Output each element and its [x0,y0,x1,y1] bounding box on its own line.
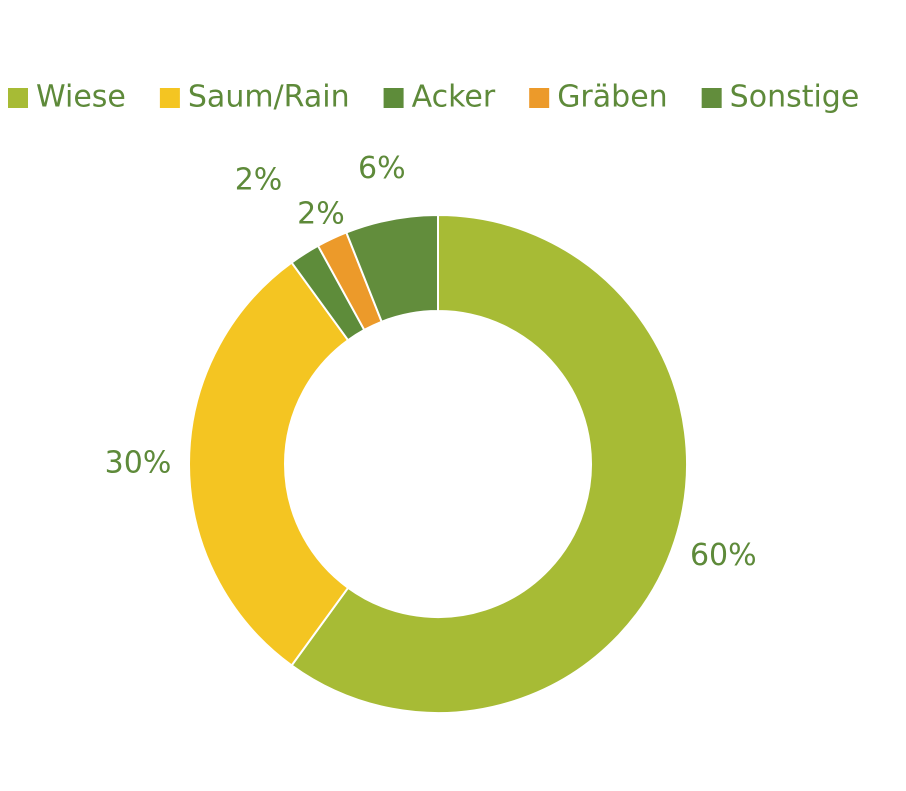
legend-swatch [159,88,180,108]
legend-label: Saum/Rain [188,80,350,115]
legend-swatch [383,88,404,108]
data-label: 30% [105,446,172,481]
donut-slice [188,261,350,667]
legend-swatch [529,88,550,108]
donut-slice [290,213,688,714]
legend-label: Wiese [36,80,126,115]
legend-swatch [701,88,722,108]
donut-slice [345,213,439,324]
data-label: 2% [297,197,345,232]
legend-label: Acker [412,80,496,115]
legend-swatch [8,88,28,108]
legend-label: Gräben [557,80,667,115]
data-label: 6% [358,151,406,186]
data-label: 60% [690,538,757,573]
legend-label: Sonstige [730,80,860,115]
data-label: 2% [235,163,283,198]
